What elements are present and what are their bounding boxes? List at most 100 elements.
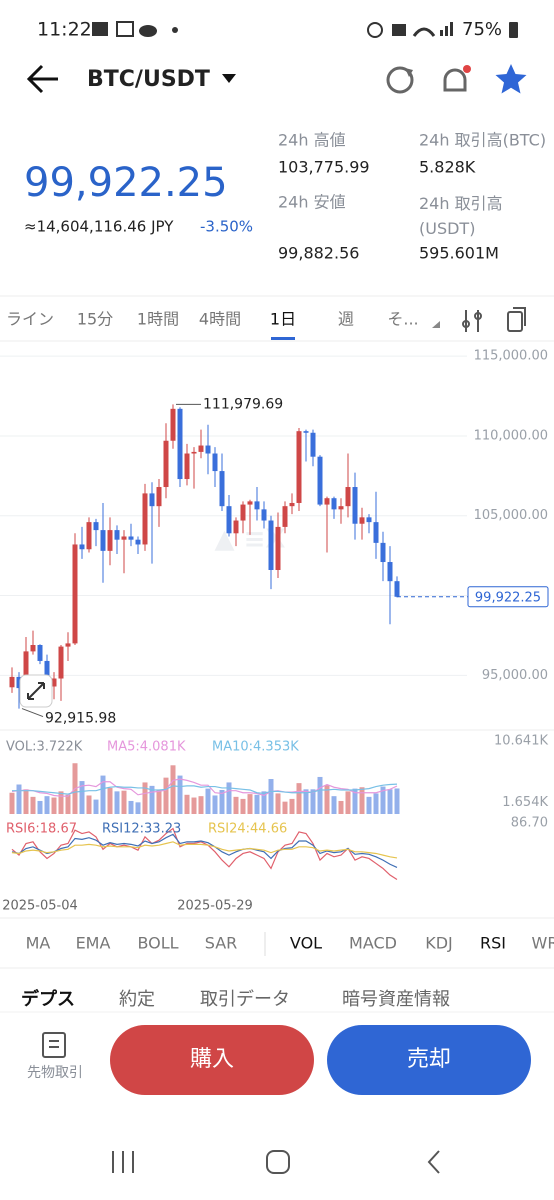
refresh-icon[interactable] xyxy=(386,66,414,94)
min-pointer xyxy=(21,708,44,718)
indicator-tab[interactable]: RSI xyxy=(480,934,506,953)
candle-body xyxy=(205,445,211,454)
volume-bar xyxy=(51,797,57,814)
candle-body xyxy=(114,530,120,540)
layout-icon[interactable] xyxy=(507,307,526,332)
pair-dropdown[interactable] xyxy=(222,74,236,83)
candle-body xyxy=(128,536,134,540)
candle-body xyxy=(198,445,204,452)
rsi-line xyxy=(11,833,398,868)
indicator-settings-icon[interactable] xyxy=(462,310,482,332)
volume-bar xyxy=(366,796,372,814)
volume-bar xyxy=(107,787,113,814)
stat-label: 24h 安値 xyxy=(278,193,346,212)
volume-bar xyxy=(177,775,183,814)
volume-bar xyxy=(114,791,120,814)
buy-label[interactable]: 購入 xyxy=(190,1047,234,1072)
stat-value: 5.828K xyxy=(419,158,476,177)
status-battery: 75% xyxy=(462,19,502,40)
sell-label[interactable]: 売却 xyxy=(407,1047,451,1072)
candle-body xyxy=(16,676,22,689)
candle-body xyxy=(373,522,379,543)
indicator-tab[interactable]: VOL xyxy=(290,934,322,953)
candle-body xyxy=(44,660,50,687)
volume-bar xyxy=(9,792,15,814)
rsi-legend: RSI24:44.66 xyxy=(208,822,287,837)
volume-bar xyxy=(240,798,246,814)
candle-body xyxy=(352,487,358,524)
candle-chart: 95,000.00100,000.00105,000.00110,000.001… xyxy=(0,349,549,914)
indicator-tab[interactable]: KDJ xyxy=(425,934,453,953)
timeframe-tab[interactable]: 4時間 xyxy=(199,310,241,329)
timeframe-tab[interactable]: 1時間 xyxy=(137,310,179,329)
volume-bar xyxy=(373,793,379,814)
volume-bar xyxy=(268,779,274,814)
volume-bar xyxy=(93,799,99,814)
nav-home[interactable] xyxy=(266,1150,290,1174)
indicator-tab[interactable]: MACD xyxy=(349,934,397,953)
volume-bar xyxy=(219,789,225,814)
candle-body xyxy=(149,493,155,507)
candle-body xyxy=(135,539,141,545)
expand-button[interactable] xyxy=(19,674,53,708)
indicator-tab[interactable]: EMA xyxy=(76,934,111,953)
volume-bar xyxy=(30,796,36,814)
info-tab[interactable]: 約定 xyxy=(119,989,155,1010)
volume-bar xyxy=(163,777,169,814)
candle-body xyxy=(282,506,288,527)
volume-bar xyxy=(296,783,302,814)
timeframe-tab[interactable]: ライン xyxy=(6,310,54,329)
volume-bar xyxy=(149,785,155,814)
last-price-label: 99,922.25 xyxy=(475,590,541,605)
x-tick-label: 2025-05-04 xyxy=(2,899,78,914)
volume-bar xyxy=(156,789,162,814)
last-price-box xyxy=(467,586,549,608)
volume-bar xyxy=(86,795,92,814)
indicator-tab[interactable]: SAR xyxy=(205,934,238,953)
y-tick-label: 105,000.00 xyxy=(474,508,548,523)
indicator-tab[interactable]: MA xyxy=(26,934,51,953)
futures-label[interactable]: 先物取引 xyxy=(27,1065,83,1081)
buy-button[interactable] xyxy=(110,1025,314,1095)
volume-legend: VOL:3.722K xyxy=(6,740,83,755)
favorite-star[interactable] xyxy=(495,64,527,94)
volume-bar xyxy=(247,794,253,814)
nav-back[interactable] xyxy=(427,1150,440,1174)
futures-button[interactable] xyxy=(42,1032,66,1058)
back-button[interactable] xyxy=(26,64,58,94)
info-tab[interactable]: 暗号資産情報 xyxy=(342,989,450,1010)
volume-bar xyxy=(310,789,316,814)
indicator-bar: MA EMA BOLL SAR VOL MACD KDJ RSI WR xyxy=(26,934,554,953)
sell-button[interactable] xyxy=(327,1025,531,1095)
timeframe-tab[interactable]: 1日 xyxy=(270,310,296,329)
timeframe-tab[interactable]: 週 xyxy=(338,310,354,329)
rsi-legend: RSI12:33.23 xyxy=(102,822,181,837)
info-tab[interactable]: デプス xyxy=(21,988,75,1010)
volume-bar xyxy=(79,781,85,814)
volume-bar xyxy=(184,794,190,814)
candle-body xyxy=(156,487,162,507)
nav-recent[interactable] xyxy=(112,1151,134,1173)
info-tabs: デプス 約定 取引データ 暗号資産情報 xyxy=(21,988,450,1010)
candle-body xyxy=(142,493,148,545)
alert-icon[interactable] xyxy=(443,65,471,92)
volume-bar xyxy=(233,796,239,814)
info-tab[interactable]: 取引データ xyxy=(200,989,290,1010)
indicator-tab[interactable]: WR xyxy=(532,934,554,953)
volume-bar xyxy=(338,800,344,814)
volume-legend: MA10:4.353K xyxy=(212,740,299,755)
candle-body xyxy=(79,544,85,550)
timeframe-tab[interactable]: 15分 xyxy=(77,310,113,329)
stat-label: 24h 取引高(USDT) xyxy=(419,194,503,238)
y-tick-label: 110,000.00 xyxy=(474,428,548,443)
pair-title[interactable]: BTC/USDT xyxy=(87,67,210,92)
candle-body xyxy=(345,487,351,507)
volume-bar xyxy=(212,795,218,814)
indicator-tab[interactable]: BOLL xyxy=(137,934,178,953)
candle-body xyxy=(289,502,295,507)
candle-body xyxy=(303,431,309,433)
volume-bar xyxy=(275,793,281,814)
more-triangle[interactable] xyxy=(432,321,440,328)
timeframe-tab[interactable]: そ... xyxy=(387,310,418,329)
y-tick-label: 115,000.00 xyxy=(474,349,548,364)
